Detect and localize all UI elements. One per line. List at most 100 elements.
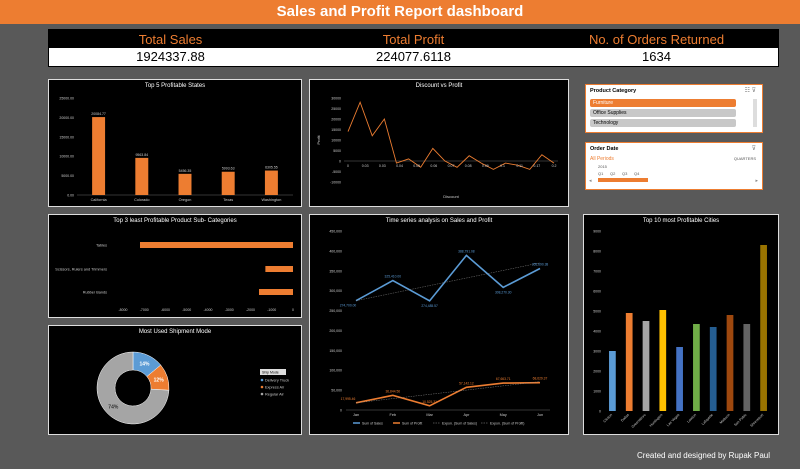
x-tick-label: Lafayette — [701, 413, 714, 426]
kpi-returns-label: No. of Orders Returned — [535, 30, 778, 48]
y-tick-label: Rubber Bands — [83, 291, 107, 295]
chart-discount-profit[interactable]: Discount vs Profit -10000 -5000 0 5000 10000… — [309, 79, 569, 207]
legend-header — [260, 369, 286, 375]
y-tick-label: 400,000 — [329, 249, 342, 253]
top-states-svg: 0.00 5000.00 10000.00 15000.00 20000.00 25000… — [59, 97, 293, 202]
bar — [135, 157, 149, 195]
y-tick-label: 3000 — [593, 350, 601, 354]
y-tick-label: 50,000 — [331, 389, 342, 393]
x-tick-label: -6000 — [161, 308, 170, 312]
kpi-total-profit: Total Profit 224077.6118 — [292, 30, 535, 66]
x-tick-label: -3000 — [225, 308, 234, 312]
y-tick-label: 15000 — [331, 128, 341, 132]
y-tick-label: 25000 — [331, 107, 341, 111]
y-tick-label: 0 — [339, 160, 341, 164]
data-label: 308,270.30 — [495, 290, 512, 294]
data-label: 36,844.56 — [385, 389, 400, 393]
chart-shipment-mode[interactable]: Most Used Shipment Mode 14% 12% 74% Ship Mo… — [48, 325, 302, 435]
timeseries-svg: 0 50,000 100,000 150,000 200,000 250,000 300,0… — [329, 230, 550, 426]
bar — [609, 351, 616, 411]
slice-label: 12% — [154, 378, 165, 384]
data-label: 355,690.38 — [532, 263, 549, 267]
y-tick-label: 5000 — [333, 149, 341, 153]
bar — [709, 327, 717, 411]
x-tick-label: 0.03 — [362, 164, 369, 168]
x-tick-label: 0.09 — [482, 164, 489, 168]
multi-select-icon[interactable]: ☷ ⊽ — [744, 88, 756, 94]
data-label: 17,995.46 — [341, 397, 356, 401]
x-tick-label: -8000 — [119, 308, 128, 312]
slicer-title: Product Category — [590, 88, 637, 94]
chart-title: Most Used Shipment Mode — [138, 329, 212, 335]
slicer-item-furniture[interactable]: Furniture — [590, 99, 736, 107]
x-tick-label: Clinton — [603, 413, 614, 424]
quarter-q3[interactable]: Q3 — [622, 171, 628, 176]
y-tick-label: 25000.00 — [59, 97, 74, 101]
bar — [760, 245, 767, 411]
x-tick-label: San Pablo — [733, 413, 747, 427]
x-tick-label: 0 — [292, 308, 294, 312]
all-periods[interactable]: All Periods — [590, 156, 614, 162]
x-tick-label: 0.1 — [500, 164, 505, 168]
legend-title: Ship Mode — [262, 371, 279, 375]
legend-item: Regular Air — [265, 393, 285, 397]
x-tick-label: Feb — [390, 413, 397, 417]
x-tick-label: -4000 — [204, 308, 213, 312]
y-tick-label: 10000.00 — [59, 155, 74, 159]
timeline-selection-bar[interactable] — [598, 178, 648, 182]
x-tick-label: Huntington — [649, 413, 664, 428]
bar — [642, 321, 650, 411]
x-tick-label: 0.04 — [396, 164, 403, 168]
chart-title: Discount vs Profit — [415, 83, 463, 89]
scroll-left-icon[interactable]: ◂ — [589, 178, 592, 184]
x-tick-label: Colorado — [134, 198, 149, 202]
x-tick-label: Greensboro — [631, 413, 647, 429]
series-line — [355, 381, 541, 407]
credit-text: Created and designed by Rupak Paul — [637, 451, 770, 460]
quarter-q1[interactable]: Q1 — [598, 171, 604, 176]
slice-label: 74% — [108, 404, 119, 410]
legend-item: Expon. (Sum of Sales) — [442, 422, 477, 426]
x-tick-label: 0.06 — [430, 164, 437, 168]
chart-top-cities[interactable]: Top 10 most Profitable Cities 0 1000 2000 3… — [583, 214, 779, 435]
x-tick-label: -2000 — [246, 308, 255, 312]
bar — [221, 171, 235, 195]
chart-time-series[interactable]: Time series analysis on Sales and Profit… — [309, 214, 569, 435]
legend-item: Sum of Sales — [362, 422, 383, 426]
y-tick-label: 20000.00 — [59, 116, 74, 120]
scroll-right-icon[interactable]: ▸ — [755, 178, 758, 184]
y-tick-label: -5000 — [332, 170, 341, 174]
x-axis-title: Discount — [443, 194, 459, 199]
quarter-q2[interactable]: Q2 — [610, 171, 616, 176]
bar — [625, 313, 633, 411]
slicer-product-category[interactable]: Product Category ☷ ⊽ Furniture Office Su… — [585, 84, 763, 133]
kpi-orders-returned: No. of Orders Returned 1634 — [535, 30, 778, 66]
y-tick-label: 350,000 — [329, 269, 342, 273]
y-tick-label: 15000.00 — [59, 135, 74, 139]
x-tick-label: 0.11 — [516, 164, 523, 168]
y-tick-label: 0.00 — [67, 194, 74, 198]
year-label: 2015 — [598, 164, 607, 169]
chart-top-states[interactable]: Top 5 Profitable States 0.00 5000.00 10000… — [48, 79, 302, 207]
legend-marker — [260, 392, 264, 396]
kpi-total-sales: Total Sales 1924337.88 — [49, 30, 292, 66]
clear-filter-icon[interactable]: ⊽ — [751, 146, 756, 152]
data-label: 9563.84 — [135, 153, 148, 157]
x-tick-label: Shreveport — [749, 413, 764, 428]
slicer-item-technology[interactable]: Technology — [590, 119, 736, 127]
chart-least-subcategories[interactable]: Top 3 least Profitable Product Sub- Cate… — [48, 214, 302, 318]
x-tick-label: Las Vegas — [666, 413, 681, 428]
dashboard-title: Sales and Profit Report dashboard — [0, 0, 800, 24]
quarters-selector[interactable]: QUARTERS — [733, 156, 756, 161]
y-tick-label: 5000 — [593, 310, 601, 314]
data-label: 5456.35 — [179, 169, 192, 173]
y-tick-label: -10000 — [330, 181, 341, 185]
slicer-scrollbar[interactable] — [753, 99, 757, 127]
slicer-item-office-supplies[interactable]: Office Supplies — [590, 109, 736, 117]
bar — [676, 347, 683, 411]
data-label: 274,700.00 — [340, 304, 357, 308]
quarter-q4[interactable]: Q4 — [634, 171, 640, 176]
y-tick-label: 10000 — [331, 139, 341, 143]
timeline-order-date[interactable]: Order Date ⊽ All Periods QUARTERS 2015 Q… — [585, 142, 763, 190]
bar — [259, 289, 293, 295]
